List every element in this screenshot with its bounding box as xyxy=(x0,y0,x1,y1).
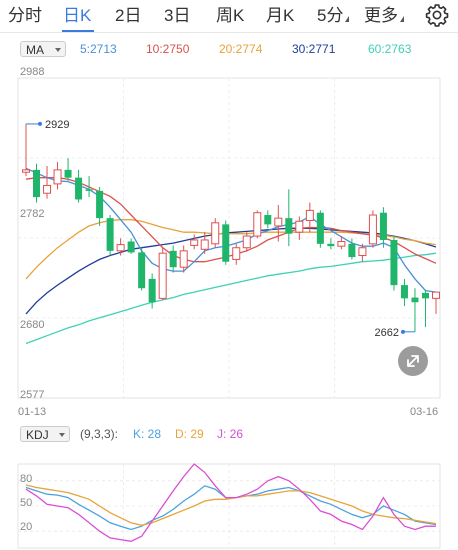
fullscreen-button[interactable] xyxy=(398,346,428,376)
ma30-value: 30:2771 xyxy=(292,42,336,56)
tab-more[interactable]: 更多 xyxy=(364,3,404,29)
kdj-j-value: J: 26 xyxy=(217,427,244,441)
kdj-selector[interactable]: KDJ xyxy=(20,426,70,442)
candle-body-down xyxy=(411,297,419,303)
ma20-value: 20:2774 xyxy=(219,42,263,56)
candle-body-down xyxy=(64,169,72,178)
corner-triangle-icon xyxy=(400,16,404,22)
kdj-k-line xyxy=(25,485,437,531)
candle-body-up xyxy=(295,220,304,233)
candle-body-down xyxy=(33,169,41,198)
kdj-d-line xyxy=(25,484,437,526)
kdj-j-line xyxy=(25,463,436,542)
candle-body-down xyxy=(96,190,104,219)
candlestick-chart[interactable]: 2929 2662 xyxy=(0,60,458,405)
candle-body-down xyxy=(106,218,114,251)
ma60-value: 60:2763 xyxy=(368,42,412,56)
kdj-legend: KDJ (9,3,3): K: 28 D: 29 J: 26 xyxy=(0,424,458,444)
ma-legend: MA 5:2713 10:2750 20:2774 30:2771 60:276… xyxy=(0,38,458,60)
ma-selector[interactable]: MA xyxy=(20,41,66,57)
candle-body-up xyxy=(305,209,314,221)
ma30-line xyxy=(25,227,437,315)
candle-body-down xyxy=(264,215,272,225)
active-tab-underline xyxy=(62,30,94,32)
candle-body-up xyxy=(158,252,167,299)
period-tab-bar: 分时 日K 2日 3日 周K 月K 5分 更多 xyxy=(0,0,458,33)
candle-body-down xyxy=(148,278,156,303)
ma5-value: 5:2713 xyxy=(80,42,117,56)
ma-selector-label: MA xyxy=(26,43,44,57)
low-price-label: 2662 xyxy=(374,327,398,339)
candle-body-up xyxy=(22,169,30,173)
kdj-tick-50: 50 xyxy=(20,497,33,509)
kdj-selector-label: KDJ xyxy=(26,428,49,442)
tab-daily-k[interactable]: 日K xyxy=(63,6,92,25)
corner-triangle-icon xyxy=(345,16,350,22)
candle-body-up xyxy=(232,247,241,260)
price-tick-mid: 2782 xyxy=(20,208,45,220)
candle-body-up xyxy=(274,217,283,227)
candle-body-down xyxy=(348,243,356,258)
ma60-line xyxy=(25,252,437,345)
candle-body-up xyxy=(211,222,220,245)
candle-body-up xyxy=(43,184,52,194)
candle-body-down xyxy=(222,224,230,262)
candle-body-up xyxy=(368,214,377,245)
candle-body-up xyxy=(253,212,262,237)
candle-body-down xyxy=(421,292,429,299)
candle-body-down xyxy=(400,285,408,299)
candle-body-down xyxy=(169,250,177,268)
kdj-d-value: D: 29 xyxy=(175,427,204,441)
kdj-params: (9,3,3): xyxy=(80,427,119,441)
high-marker-dot xyxy=(38,121,42,126)
ma10-value: 10:2750 xyxy=(146,42,190,56)
tab-monthly-k[interactable]: 月K xyxy=(266,6,295,25)
candle-body-up xyxy=(53,169,62,185)
price-tick-low: 2680 xyxy=(20,319,45,331)
candle-body-down xyxy=(327,243,335,247)
candle-body-up xyxy=(358,247,367,257)
kdj-k-value: K: 28 xyxy=(133,427,162,441)
candle-body-up xyxy=(432,291,440,299)
tab-5-min[interactable]: 5分 xyxy=(317,3,350,29)
candle-body-down xyxy=(379,212,387,240)
candle-body-down xyxy=(75,177,83,200)
candle-body-down xyxy=(138,252,146,289)
ma10-line xyxy=(25,177,437,264)
candle-body-down xyxy=(85,189,93,191)
tab-3-day[interactable]: 3日 xyxy=(164,6,191,25)
candle-body-up xyxy=(116,244,125,252)
expand-icon xyxy=(407,355,419,367)
candle-body-up xyxy=(190,239,199,246)
kdj-tick-80: 80 xyxy=(20,473,33,485)
candle-body-down xyxy=(316,212,324,244)
candle-body-down xyxy=(127,241,135,253)
date-axis-end: 03-16 xyxy=(410,406,439,418)
candle-body-up xyxy=(242,235,251,249)
tab-more-label: 更多 xyxy=(364,6,398,25)
price-tick-high: 2988 xyxy=(20,66,45,78)
ma5-line xyxy=(25,167,437,293)
tab-weekly-k[interactable]: 周K xyxy=(216,6,245,25)
date-axis-start: 01-13 xyxy=(18,406,47,418)
chevron-down-icon xyxy=(55,48,61,52)
candle-body-up xyxy=(337,241,346,247)
gear-icon[interactable] xyxy=(424,2,450,28)
candle-body-down xyxy=(285,218,293,234)
kdj-tick-20: 20 xyxy=(20,521,33,533)
kdj-chart[interactable] xyxy=(0,444,458,550)
price-tick-min: 2577 xyxy=(20,389,45,401)
candle-body-up xyxy=(200,239,209,250)
tab-2-day[interactable]: 2日 xyxy=(115,6,142,25)
tab-intraday[interactable]: 分时 xyxy=(8,6,42,25)
candle-body-up xyxy=(179,250,188,268)
chevron-down-icon xyxy=(59,433,65,437)
low-marker-dot xyxy=(400,329,405,334)
tab-5-min-label: 5分 xyxy=(317,6,344,25)
candle-body-down xyxy=(390,239,398,286)
high-price-label: 2929 xyxy=(45,119,69,131)
